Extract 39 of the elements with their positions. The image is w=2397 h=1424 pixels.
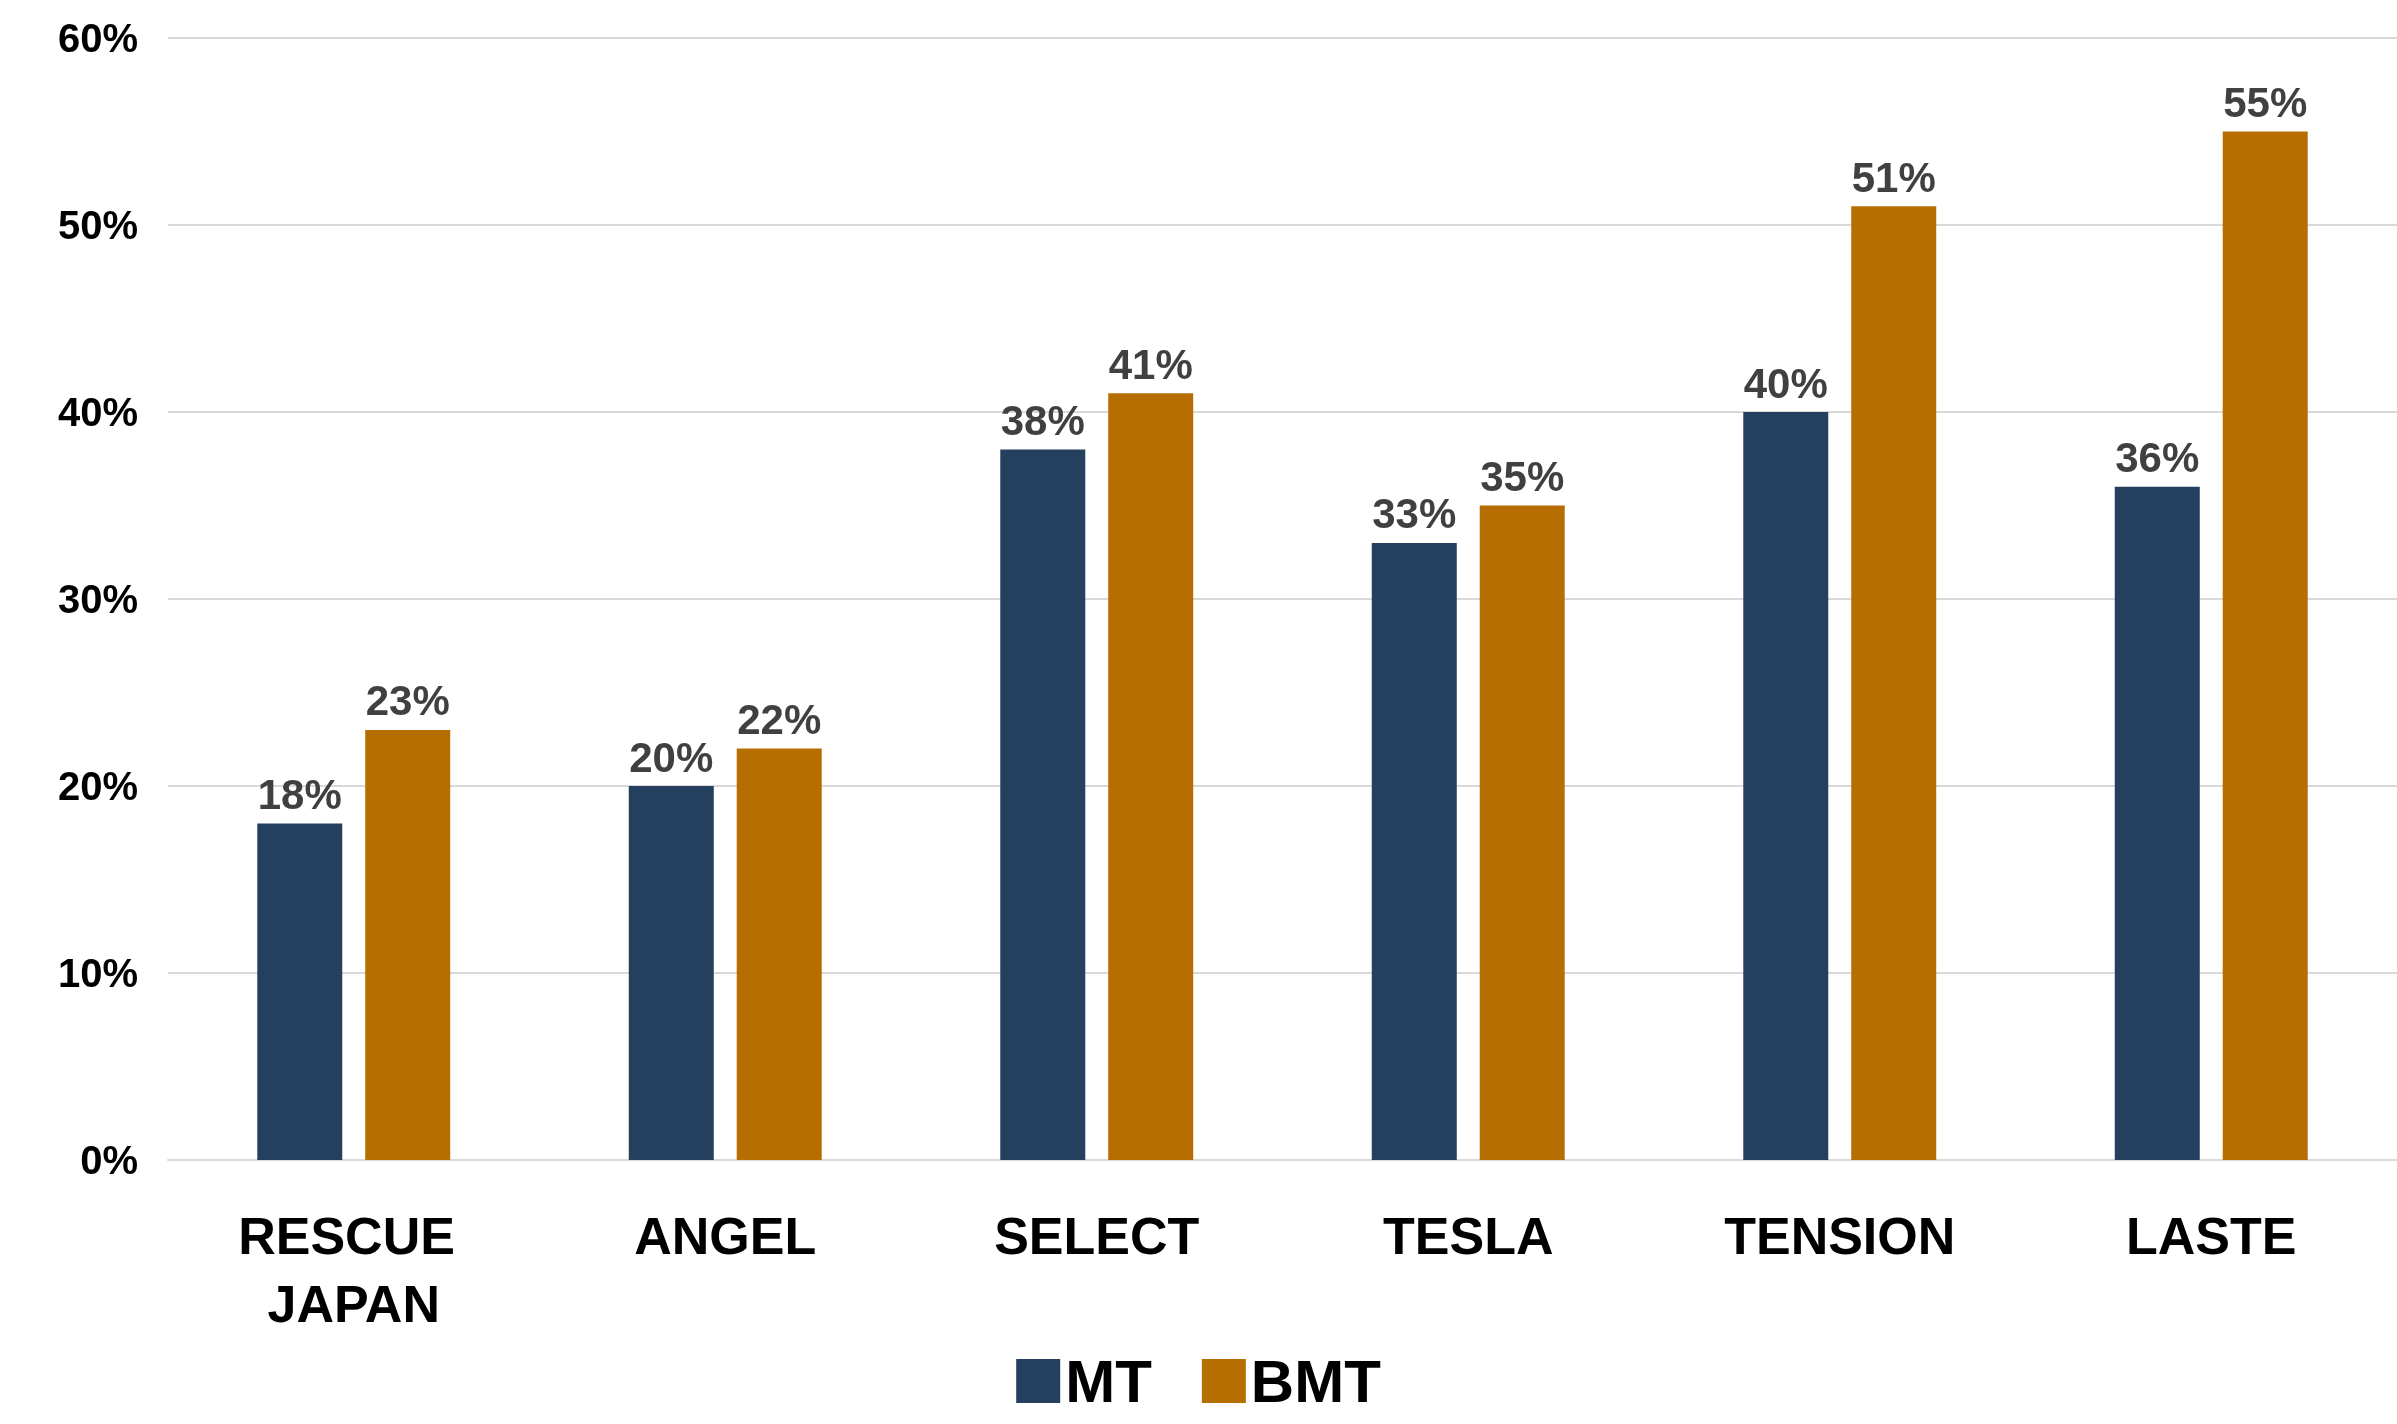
data-label: 41% xyxy=(1108,340,1193,388)
x-tick-label: ANGEL xyxy=(634,1207,817,1265)
data-label: 51% xyxy=(1851,153,1936,201)
bar xyxy=(1851,206,1937,1160)
bar xyxy=(1108,393,1194,1160)
y-tick-label: 20% xyxy=(57,764,138,808)
y-tick-label: 30% xyxy=(57,577,138,621)
data-label: 40% xyxy=(1743,359,1828,407)
data-label: 23% xyxy=(365,677,450,725)
y-tick-label: 0% xyxy=(80,1138,138,1182)
data-label: 38% xyxy=(1000,396,1085,444)
bar xyxy=(1000,449,1086,1160)
bar xyxy=(1371,542,1457,1160)
bar xyxy=(2114,486,2200,1160)
legend-label: BMT xyxy=(1250,1347,1381,1415)
bar xyxy=(2222,131,2308,1160)
bar xyxy=(257,823,343,1160)
data-label: 22% xyxy=(737,696,822,744)
bar xyxy=(1479,505,1565,1160)
bar xyxy=(1743,412,1829,1160)
legend-label: MT xyxy=(1065,1347,1152,1415)
y-tick-label: 10% xyxy=(57,951,138,995)
data-label: 36% xyxy=(2115,434,2200,482)
x-tick-label: LASTE xyxy=(2126,1207,2297,1265)
data-label: 20% xyxy=(629,733,714,781)
x-tick-label: RESCUE JAPAN xyxy=(238,1207,470,1333)
data-label: 55% xyxy=(2223,79,2308,126)
x-tick-label: SELECT xyxy=(994,1207,1200,1265)
data-label: 33% xyxy=(1372,490,1457,538)
x-tick-label: TESLA xyxy=(1383,1207,1554,1265)
data-label: 35% xyxy=(1480,453,1565,500)
data-label: 18% xyxy=(257,770,342,818)
y-tick-label: 40% xyxy=(57,390,138,434)
y-tick-label: 50% xyxy=(57,203,138,247)
bar xyxy=(365,729,451,1160)
x-tick-label: TENSION xyxy=(1724,1207,1956,1265)
y-tick-label: 60% xyxy=(57,16,138,60)
bar xyxy=(736,748,822,1160)
bar xyxy=(628,786,714,1160)
